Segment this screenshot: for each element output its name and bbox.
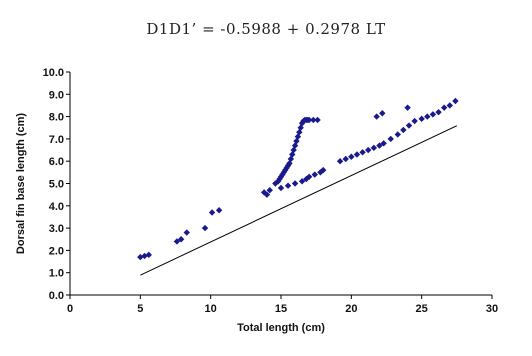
y-tick-label: 6.0 [49, 156, 64, 168]
data-point [400, 126, 407, 134]
data-point [418, 115, 425, 123]
data-point [452, 97, 459, 105]
data-point [314, 116, 321, 124]
data-point [284, 182, 292, 189]
data-point [446, 102, 453, 109]
data-point [404, 104, 411, 111]
data-point [405, 122, 413, 129]
data-point [394, 131, 401, 138]
data-point [348, 153, 355, 160]
data-point [305, 116, 313, 124]
y-tick-label: 4.0 [49, 201, 64, 213]
data-point [177, 236, 185, 243]
plot-area: 0.0 1.0 2.0 3.0 4.0 5.0 6.0 7.0 8.0 9.0 10.0 0 5 10 15… [43, 67, 499, 315]
data-point [284, 162, 292, 169]
x-tick-label: 20 [345, 303, 357, 315]
x-tick-label: 0 [67, 303, 73, 315]
data-point [429, 111, 437, 118]
y-tick-label: 2.0 [49, 245, 64, 257]
data-point [310, 116, 317, 124]
data-point [411, 117, 418, 125]
y-tick-label: 5.0 [49, 179, 64, 191]
data-point [424, 113, 431, 120]
data-point [373, 113, 380, 120]
y-tick-label: 3.0 [49, 223, 64, 235]
x-tick-label: 10 [205, 303, 217, 315]
data-point [145, 251, 152, 259]
data-point [320, 166, 327, 174]
y-tick-label: 7.0 [49, 134, 64, 146]
data-point [277, 173, 285, 181]
trendline [140, 125, 458, 276]
data-point [305, 173, 313, 181]
data-point [379, 110, 386, 117]
data-point [370, 144, 378, 152]
data-point [342, 155, 349, 163]
data-point [298, 178, 306, 185]
data-point [336, 158, 344, 165]
x-tick-label: 30 [486, 303, 498, 315]
x-tick-label: 5 [137, 303, 143, 315]
x-axis-title: Total length (cm) [237, 322, 325, 334]
data-point [173, 238, 181, 245]
data-point [266, 186, 273, 194]
data-point [291, 180, 299, 187]
data-point [272, 180, 279, 187]
y-tick-label: 8.0 [49, 112, 64, 124]
y-tick-label: 9.0 [49, 89, 64, 101]
data-point [215, 207, 223, 214]
data-point [208, 209, 216, 216]
data-point [376, 142, 383, 149]
data-point [435, 108, 442, 116]
data-point [359, 149, 366, 156]
data-point [277, 184, 285, 192]
y-tick-label: 10.0 [43, 67, 64, 79]
data-point [263, 191, 271, 198]
data-point [387, 135, 394, 143]
data-point [353, 151, 361, 158]
y-axis-title: Dorsal fin base length (cm) [15, 113, 27, 255]
x-tick-label: 15 [275, 303, 287, 315]
data-point [311, 171, 318, 178]
y-tick-label: 0.0 [49, 290, 64, 302]
data-point [201, 224, 209, 232]
data-point [365, 146, 372, 154]
x-tick-label: 25 [416, 303, 428, 315]
data-point [380, 140, 387, 147]
regression-equation: D1D1’ = -0.5988 + 0.2978 LT [146, 20, 386, 38]
y-tick-label: 1.0 [49, 268, 64, 280]
data-point [440, 104, 448, 111]
data-point [183, 229, 190, 236]
